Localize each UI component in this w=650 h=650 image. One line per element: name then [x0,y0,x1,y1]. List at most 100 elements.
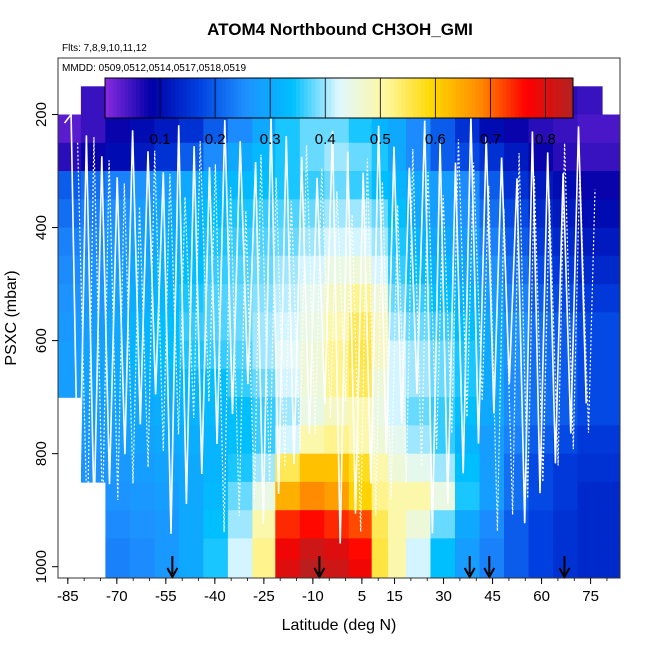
colorbar-swatch [374,78,379,118]
colorbar-tick-label: 0.6 [425,131,446,148]
colorbar-swatch [452,78,457,118]
x-tick-label: 75 [582,588,599,605]
colorbar-swatch [194,78,200,118]
heatmap-cell [299,425,325,455]
colorbar-swatch [557,78,562,118]
heatmap-cell [553,199,579,229]
heatmap-cell [479,397,505,426]
colorbar-swatch [198,78,203,118]
heatmap-cell [178,199,204,229]
heatmap-cell [577,312,603,342]
y-tick-label: 1000 [33,550,50,583]
colorbar-swatch [206,78,211,118]
colorbar-swatch [202,78,207,118]
colorbar-swatch [128,78,133,118]
colorbar-swatch [171,78,176,118]
heatmap-cell [479,510,505,540]
heatmap-cell [299,142,325,172]
heatmap-cell [154,171,180,200]
heatmap-cell [553,481,579,511]
colorbar-swatch [300,78,305,118]
y-tick-label: 200 [33,102,50,127]
heatmap-cell [80,368,106,398]
colorbar-swatch [436,78,441,118]
heatmap-cell [58,368,82,398]
heatmap-cell [430,481,456,511]
colorbar-swatch [151,78,157,118]
heatmap-cell [371,114,389,144]
heatmap-cell [129,397,155,426]
heatmap-cell [553,453,579,483]
heatmap-cell [388,425,407,455]
colorbar-swatch [136,78,141,118]
sounding-arrow-head [166,567,179,580]
heatmap-cell [154,510,180,540]
colorbar-swatch [424,78,430,118]
heatmap-cell [388,114,407,144]
colorbar-swatch [335,78,340,118]
heatmap-cell [479,114,505,144]
heatmap-cell [406,559,432,578]
heatmap-cell [455,453,481,483]
heatmap-cell [80,284,106,313]
colorbar-swatch [350,78,356,118]
heatmap-cell [252,340,276,370]
heatmap-cell [430,142,456,172]
heatmap-cell [388,453,407,483]
colorbar-swatch [214,78,219,118]
colorbar-swatch [514,78,519,118]
colorbar-swatch [319,78,324,118]
heatmap-cell [129,199,155,229]
heatmap-cell [455,481,481,511]
colorbar-swatch [534,78,539,118]
colorbar-tick-label: 0.8 [535,131,556,148]
colorbar-swatch [358,78,363,118]
heatmap-cell [80,86,106,116]
colorbar-tick-label: 0.3 [260,131,281,148]
heatmap-cell [602,368,620,398]
colorbar-tick-label: 0.7 [480,131,501,148]
colorbar-swatch [272,78,278,118]
heatmap-cell [388,284,407,313]
colorbar-swatch [362,78,367,118]
heatmap-cell [105,559,131,578]
heatmap-cell [275,397,301,426]
heatmap-cell [577,510,603,540]
colorbar-swatch [405,78,410,118]
heatmap-cell [299,538,325,561]
colorbar: 0.1 0.2 0.3 0.4 0.5 0.6 0.7 0.8 [104,77,574,148]
heatmap-cell [227,114,253,144]
heatmap-cell [129,538,155,561]
heatmap-cell [388,510,407,540]
x-tick-label: 30 [435,588,452,605]
heatmap-cell [227,510,253,540]
colorbar-swatch [456,78,461,118]
heatmap-cell [299,368,325,398]
colorbar-swatch [479,78,484,118]
x-tick-label: 15 [386,588,403,605]
x-tick-label: -55 [155,588,177,605]
heatmap-cell [602,510,620,540]
colorbar-swatch [327,78,332,118]
heatmap-cell [504,142,530,172]
heatmap-cell [203,312,229,342]
heatmap-cell [406,368,432,398]
heatmap-cell [504,227,530,257]
heatmap-cell [504,368,530,398]
colorbar-swatch [307,78,313,118]
heatmap-cell [154,397,180,426]
heatmap-cell [528,312,554,342]
heatmap-cell [154,425,180,455]
colorbar-swatch [288,78,293,118]
colorbar-swatch [440,78,445,118]
colorbar-swatch [366,78,371,118]
heatmap-cell [406,114,432,144]
colorbar-swatch [342,78,348,118]
heatmap-cell [430,510,456,540]
colorbar-tick-label: 0.1 [150,131,171,148]
heatmap-cell [371,425,389,455]
flights-subtitle: Flts: 7,8,9,10,11,12 [62,43,147,54]
colorbar-swatch [463,78,469,118]
colorbar-swatch [261,78,266,118]
heatmap-cell [105,114,131,144]
